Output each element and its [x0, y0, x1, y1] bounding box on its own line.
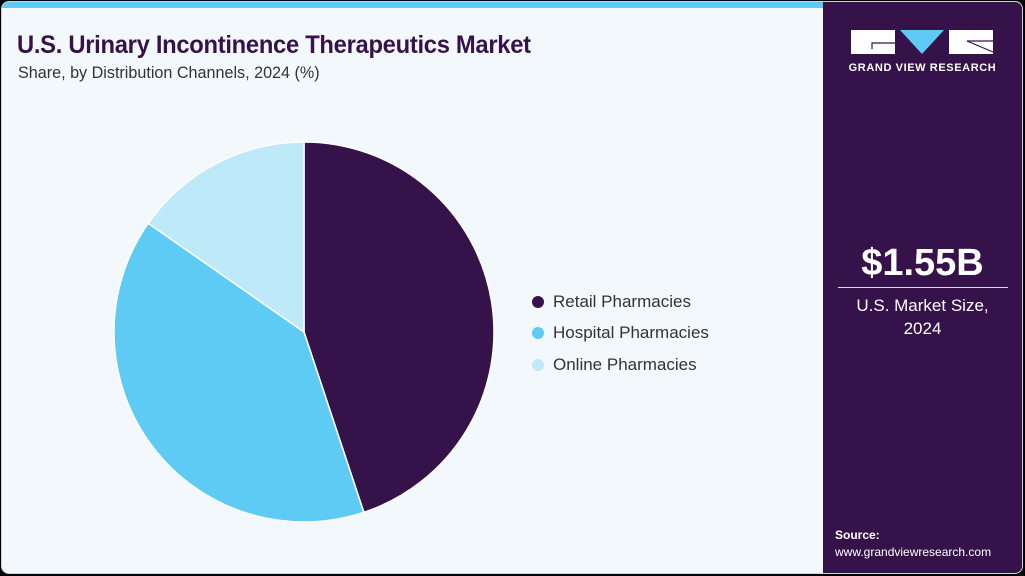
- pie-slice-hospital-pharmacies: [113, 222, 365, 523]
- pie-chart: [113, 141, 495, 523]
- sidebar: GRAND VIEW RESEARCH $1.55B U.S. Market S…: [823, 2, 1022, 573]
- pie-slice-online-pharmacies: [147, 141, 305, 334]
- market-size-label-line2: 2024: [903, 319, 942, 338]
- legend-label: Hospital Pharmacies: [553, 323, 709, 343]
- chart-subtitle: Share, by Distribution Channels, 2024 (%…: [18, 63, 320, 82]
- chart-title: U.S. Urinary Incontinence Therapeutics M…: [17, 31, 531, 59]
- market-size-value: $1.55B: [861, 242, 984, 284]
- legend-label: Retail Pharmacies: [553, 291, 691, 311]
- legend-item-online: Online Pharmacies: [532, 349, 709, 381]
- legend: Retail Pharmacies Hospital Pharmacies On…: [532, 286, 709, 381]
- accent-bar: [2, 2, 824, 8]
- legend-dot-icon: [532, 295, 544, 308]
- market-size-label: U.S. Market Size, 2024: [823, 294, 1022, 340]
- legend-item-hospital: Hospital Pharmacies: [532, 318, 709, 350]
- source-link[interactable]: www.grandviewresearch.com: [835, 545, 992, 559]
- pie-slice-retail-pharmacies: [303, 141, 495, 514]
- divider: [838, 287, 1008, 288]
- logo-text: GRAND VIEW RESEARCH: [848, 62, 997, 74]
- legend-dot-icon: [532, 327, 544, 340]
- market-size-label-line1: U.S. Market Size,: [856, 296, 989, 315]
- legend-item-retail: Retail Pharmacies: [532, 286, 709, 318]
- legend-label: Online Pharmacies: [553, 354, 697, 374]
- source-title: Source:: [835, 528, 880, 542]
- legend-dot-icon: [532, 358, 544, 371]
- gvr-logo-icon: [851, 30, 993, 54]
